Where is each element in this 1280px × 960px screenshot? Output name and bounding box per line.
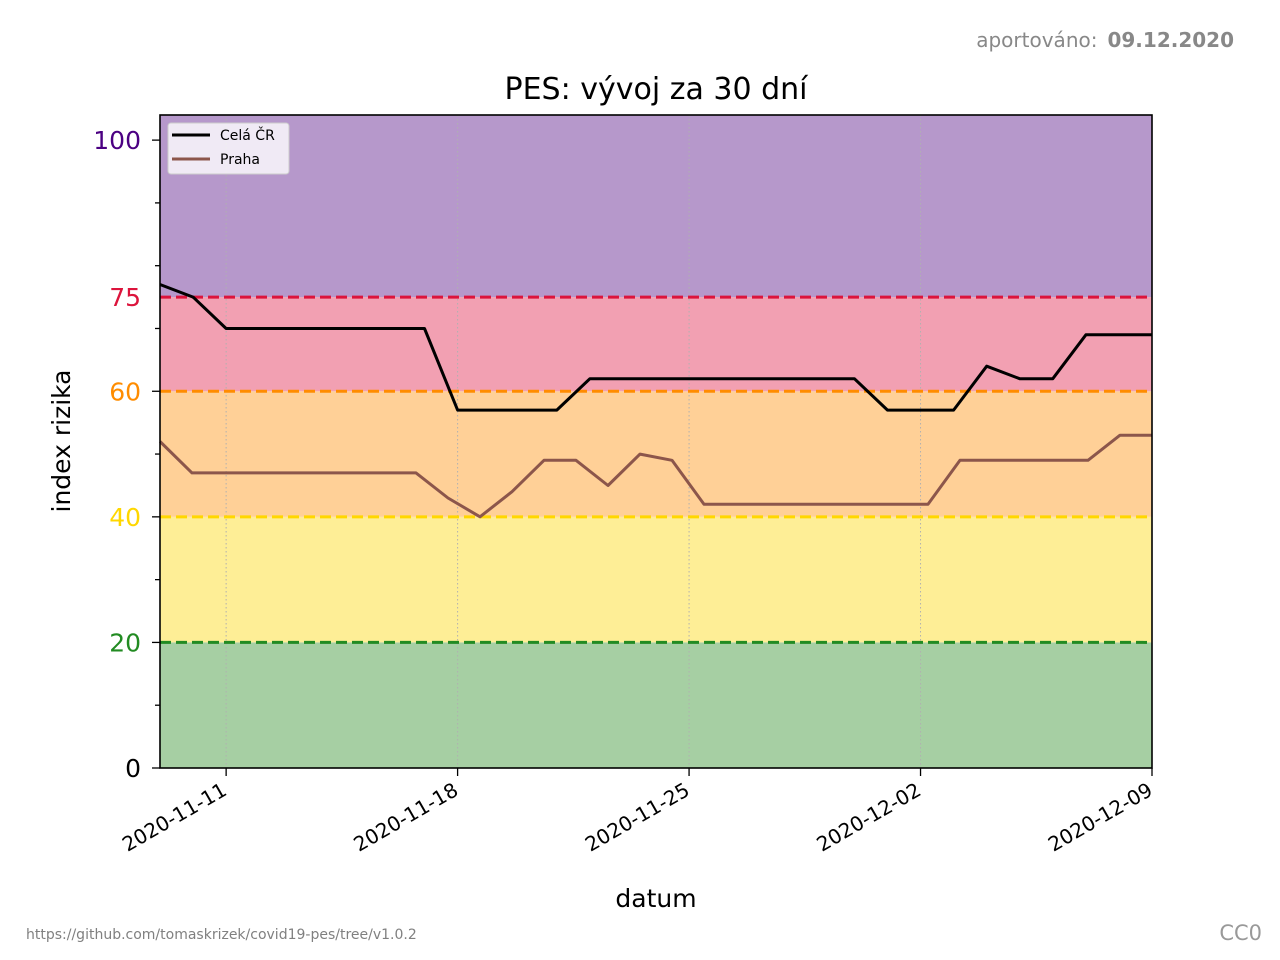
risk-band-2 [160,516,1152,643]
plot-frame [159,114,1153,769]
legend: Celá ČR Praha [167,122,290,175]
threshold-lines [160,295,1152,644]
data-series [158,283,1152,519]
chart-title: PES: vývoj za 30 dní [505,72,810,107]
x-axis-label: datum [615,884,696,913]
y-tick-label: 40 [109,503,141,532]
license-label: CC0 [1219,921,1262,945]
x-tick-label: 2020-12-02 [812,778,925,857]
source-url[interactable]: https://github.com/tomaskrizek/covid19-p… [26,927,417,943]
series-line-1 [159,283,1152,412]
x-axis: 2020-11-11 2020-11-18 2020-11-25 2020-12-02… [118,768,1157,856]
risk-band-5 [160,115,1152,298]
y-tick-label: 0 [125,754,141,783]
x-tick-label: 2020-11-11 [118,778,231,857]
legend-label-2: Praha [220,152,260,168]
y-tick-label: 100 [93,126,141,155]
risk-bands [160,115,1152,768]
risk-band-4 [160,297,1152,392]
series-line-2 [158,433,1152,519]
x-tick-label: 2020-11-18 [349,778,462,857]
x-tick-label: 2020-12-09 [1044,778,1157,857]
report-date-value: 09.12.2020 [1107,28,1234,52]
report-date-label: aportováno: [976,28,1098,52]
x-tick-label: 2020-11-25 [581,778,694,857]
y-axis-label: index rizika [47,370,76,513]
risk-band-3 [160,391,1152,517]
y-axis: 0 20 40 60 75 100 [93,126,160,783]
legend-label-1: Celá ČR [220,126,275,144]
y-tick-label: 60 [109,377,141,406]
report-date: aportováno: 09.12.2020 [976,28,1234,52]
y-tick-label: 75 [109,283,141,312]
y-tick-label: 20 [109,628,141,657]
risk-band-1 [160,642,1152,768]
